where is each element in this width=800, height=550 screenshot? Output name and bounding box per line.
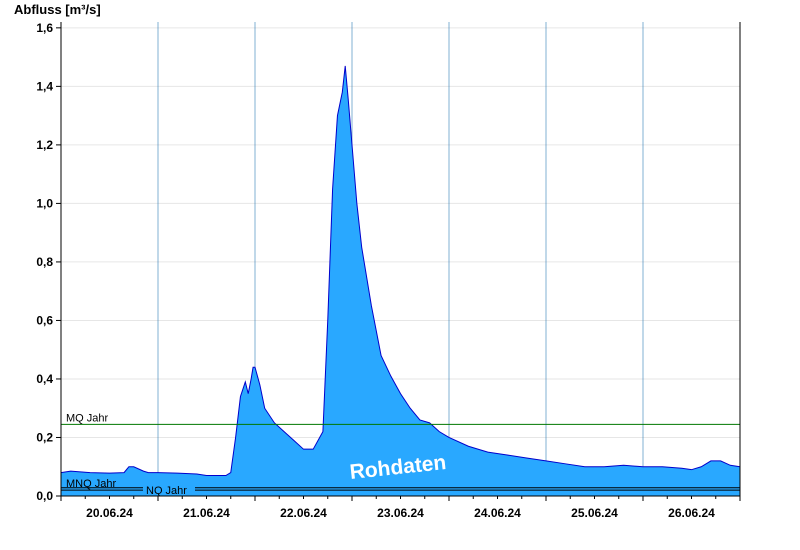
ref-label-1: MNQ Jahr <box>66 478 116 490</box>
y-tick-label-7: 1,4 <box>36 79 53 93</box>
y-axis-label: Abfluss [m³/s] <box>14 2 101 17</box>
grid-lines <box>61 22 740 496</box>
y-tick-label-2: 0,4 <box>36 372 53 386</box>
y-tick-label-8: 1,6 <box>36 21 53 35</box>
x-tick-label-1: 21.06.24 <box>183 506 230 520</box>
y-tick-label-5: 1,0 <box>36 196 53 210</box>
y-tick-label-1: 0,2 <box>36 430 53 444</box>
y-tick-label-3: 0,6 <box>36 313 53 327</box>
x-tick-label-3: 23.06.24 <box>377 506 424 520</box>
axes <box>56 22 741 501</box>
y-tick-label-0: 0,0 <box>36 489 53 503</box>
y-tick-label-6: 1,2 <box>36 138 53 152</box>
y-tick-label-4: 0,8 <box>36 255 53 269</box>
x-tick-label-5: 25.06.24 <box>571 506 618 520</box>
x-tick-label-4: 24.06.24 <box>474 506 521 520</box>
x-tick-label-6: 26.06.24 <box>668 506 715 520</box>
tick-labels: 0,0 0,2 0,4 0,6 0,8 1,0 1,2 1,4 1,6 20.06.24 21.06… <box>36 21 715 520</box>
discharge-line <box>60 65 741 477</box>
ref-label-0: MQ Jahr <box>66 412 109 424</box>
area-layer <box>60 65 741 496</box>
x-tick-label-2: 22.06.24 <box>280 506 327 520</box>
ref-label-2: NQ Jahr <box>146 485 187 497</box>
discharge-area <box>61 65 740 496</box>
ref-label-bg-2 <box>143 485 195 496</box>
x-tick-label-0: 20.06.24 <box>86 506 133 520</box>
reference-lines: MQ Jahr MNQ Jahr NQ Jahr <box>61 412 740 497</box>
